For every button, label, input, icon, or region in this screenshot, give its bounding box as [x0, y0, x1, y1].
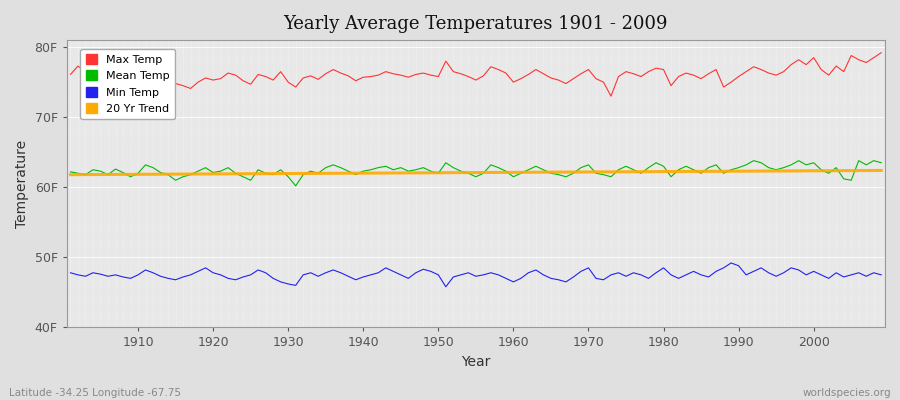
Text: Latitude -34.25 Longitude -67.75: Latitude -34.25 Longitude -67.75 — [9, 388, 181, 398]
X-axis label: Year: Year — [461, 355, 491, 369]
Title: Yearly Average Temperatures 1901 - 2009: Yearly Average Temperatures 1901 - 2009 — [284, 15, 668, 33]
Text: worldspecies.org: worldspecies.org — [803, 388, 891, 398]
Legend: Max Temp, Mean Temp, Min Temp, 20 Yr Trend: Max Temp, Mean Temp, Min Temp, 20 Yr Tre… — [80, 48, 176, 120]
Y-axis label: Temperature: Temperature — [15, 140, 29, 228]
